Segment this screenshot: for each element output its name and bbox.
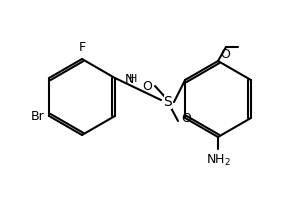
Text: N: N bbox=[125, 73, 134, 86]
Text: O: O bbox=[220, 49, 230, 61]
Text: F: F bbox=[78, 41, 86, 54]
Text: NH$_2$: NH$_2$ bbox=[206, 153, 230, 168]
Text: S: S bbox=[164, 95, 172, 109]
Text: H: H bbox=[129, 74, 138, 84]
Text: Br: Br bbox=[30, 109, 44, 123]
Text: O: O bbox=[181, 112, 191, 126]
Text: O: O bbox=[142, 79, 152, 93]
